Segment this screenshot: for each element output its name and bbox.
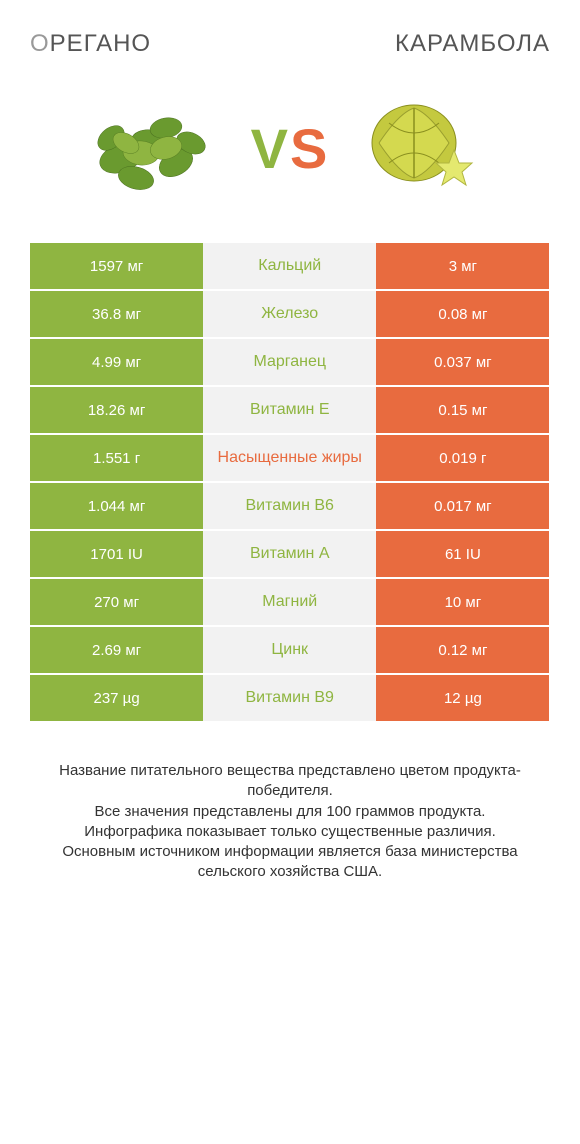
right-value: 61 IU [376,531,549,577]
left-value: 1701 IU [30,531,203,577]
nutrient-label: Витамин B9 [203,675,376,721]
table-row: 18.26 мгВитамин E0.15 мг [30,387,550,433]
nutrient-label: Витамин E [203,387,376,433]
right-value: 0.037 мг [376,339,549,385]
vs-label: VS [251,116,330,181]
right-value: 0.019 г [376,435,549,481]
left-value: 4.99 мг [30,339,203,385]
left-value: 270 мг [30,579,203,625]
left-value: 18.26 мг [30,387,203,433]
right-value: 12 µg [376,675,549,721]
nutrient-label: Марганец [203,339,376,385]
table-row: 4.99 мгМарганец0.037 мг [30,339,550,385]
right-value: 10 мг [376,579,549,625]
right-value: 0.15 мг [376,387,549,433]
oregano-icon [81,88,231,208]
table-row: 2.69 мгЦинк0.12 мг [30,627,550,673]
table-row: 1701 IUВитамин A61 IU [30,531,550,577]
nutrient-label: Кальций [203,243,376,289]
nutrient-label: Железо [203,291,376,337]
table-row: 1.551 гНасыщенные жиры0.019 г [30,435,550,481]
title-left: OРЕГАНО [30,30,151,58]
right-value: 3 мг [376,243,549,289]
nutrient-label: Магний [203,579,376,625]
comparison-table: 1597 мгКальций3 мг36.8 мгЖелезо0.08 мг4.… [30,243,550,721]
footer: Название питательного вещества представл… [30,761,550,883]
left-value: 1.044 мг [30,483,203,529]
right-value: 0.017 мг [376,483,549,529]
nutrient-label: Витамин B6 [203,483,376,529]
footer-line-2: Все значения представлены для 100 граммо… [35,802,545,822]
title-left-rest: РЕГАНО [50,30,151,57]
oregano-image [81,88,231,208]
footer-line-4: Основным источником информации является … [35,842,545,883]
table-row: 1.044 мгВитамин B60.017 мг [30,483,550,529]
right-value: 0.12 мг [376,627,549,673]
vs-row: VS [30,88,550,208]
infographic-container: OРЕГАНО КАРАМБОЛА [0,0,580,903]
header: OРЕГАНО КАРАМБОЛА [30,30,550,58]
footer-line-3: Инфографика показывает только существенн… [35,822,545,842]
nutrient-label: Насыщенные жиры [203,435,376,481]
table-row: 270 мгМагний10 мг [30,579,550,625]
left-value: 1597 мг [30,243,203,289]
right-value: 0.08 мг [376,291,549,337]
left-value: 1.551 г [30,435,203,481]
vs-v: V [251,117,290,180]
carambola-icon [349,88,499,208]
vs-s: S [290,117,329,180]
title-right: КАРАМБОЛА [395,30,550,58]
table-row: 1597 мгКальций3 мг [30,243,550,289]
carambola-image [349,88,499,208]
footer-line-1: Название питательного вещества представл… [35,761,545,802]
left-value: 2.69 мг [30,627,203,673]
left-value: 36.8 мг [30,291,203,337]
table-row: 36.8 мгЖелезо0.08 мг [30,291,550,337]
left-value: 237 µg [30,675,203,721]
table-row: 237 µgВитамин B912 µg [30,675,550,721]
nutrient-label: Витамин A [203,531,376,577]
title-left-first: O [30,30,50,57]
nutrient-label: Цинк [203,627,376,673]
